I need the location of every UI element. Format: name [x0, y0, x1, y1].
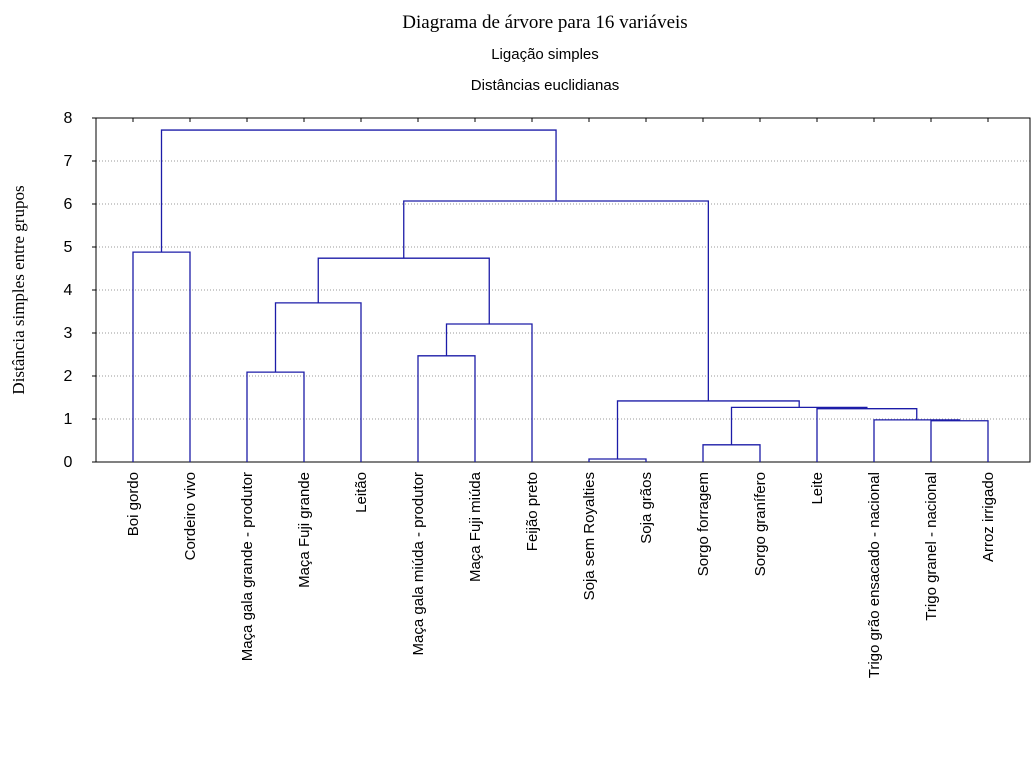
plot-frame: [95, 117, 1031, 463]
leaf-label: Leitão: [353, 472, 370, 513]
link: [730, 406, 868, 445]
link: [616, 400, 800, 459]
y-tick-label: 1: [64, 411, 73, 428]
y-tick-label: 5: [64, 239, 73, 256]
link: [445, 323, 533, 462]
chart-title: Diagrama de árvore para 16 variáveis: [402, 12, 687, 33]
y-tick-label: 7: [64, 153, 73, 170]
link: [702, 444, 761, 462]
link: [403, 200, 709, 401]
leaf-label: Cordeiro vivo: [182, 472, 199, 560]
leaf-label: Trigo granel - nacional: [923, 472, 940, 621]
link: [930, 420, 989, 462]
leaf-label: Leite: [809, 472, 826, 505]
leaf-label: Arroz irrigado: [980, 472, 997, 562]
y-tick-label: 6: [64, 196, 73, 213]
y-tick-label: 8: [64, 110, 73, 127]
link: [246, 371, 305, 462]
y-tick-label: 0: [64, 454, 73, 471]
link: [132, 251, 191, 462]
link: [160, 129, 557, 253]
leaf-label: Sorgo granífero: [752, 472, 769, 576]
leaf-label: Boi gordo: [125, 472, 142, 536]
link: [274, 302, 362, 462]
leaf-label: Sorgo forragem: [695, 472, 712, 576]
leaf-label: Maça gala miúda - produtor: [410, 472, 427, 655]
y-tick-label: 3: [64, 325, 73, 342]
leaf-label: Soja sem Royalties: [581, 472, 598, 600]
link: [417, 355, 476, 462]
leaf-label: Trigo grão ensacado - nacional: [866, 472, 883, 678]
leaf-label: Feijão preto: [524, 472, 541, 551]
leaf-label: Maça Fuji miúda: [467, 471, 484, 582]
link: [816, 408, 918, 462]
y-axis-label: Distância simples entre grupos: [9, 185, 28, 394]
link: [873, 419, 961, 462]
y-tick-label: 4: [64, 282, 73, 299]
y-tick-label: 2: [64, 368, 73, 385]
leaf-label: Maça gala grande - produtor: [239, 472, 256, 661]
chart-subtitle: Ligação simples: [491, 46, 599, 63]
link: [317, 257, 490, 324]
leaf-label: Soja grãos: [638, 472, 655, 544]
leaf-label: Maça Fuji grande: [296, 472, 313, 588]
chart-subtitle: Distâncias euclidianas: [471, 77, 619, 94]
